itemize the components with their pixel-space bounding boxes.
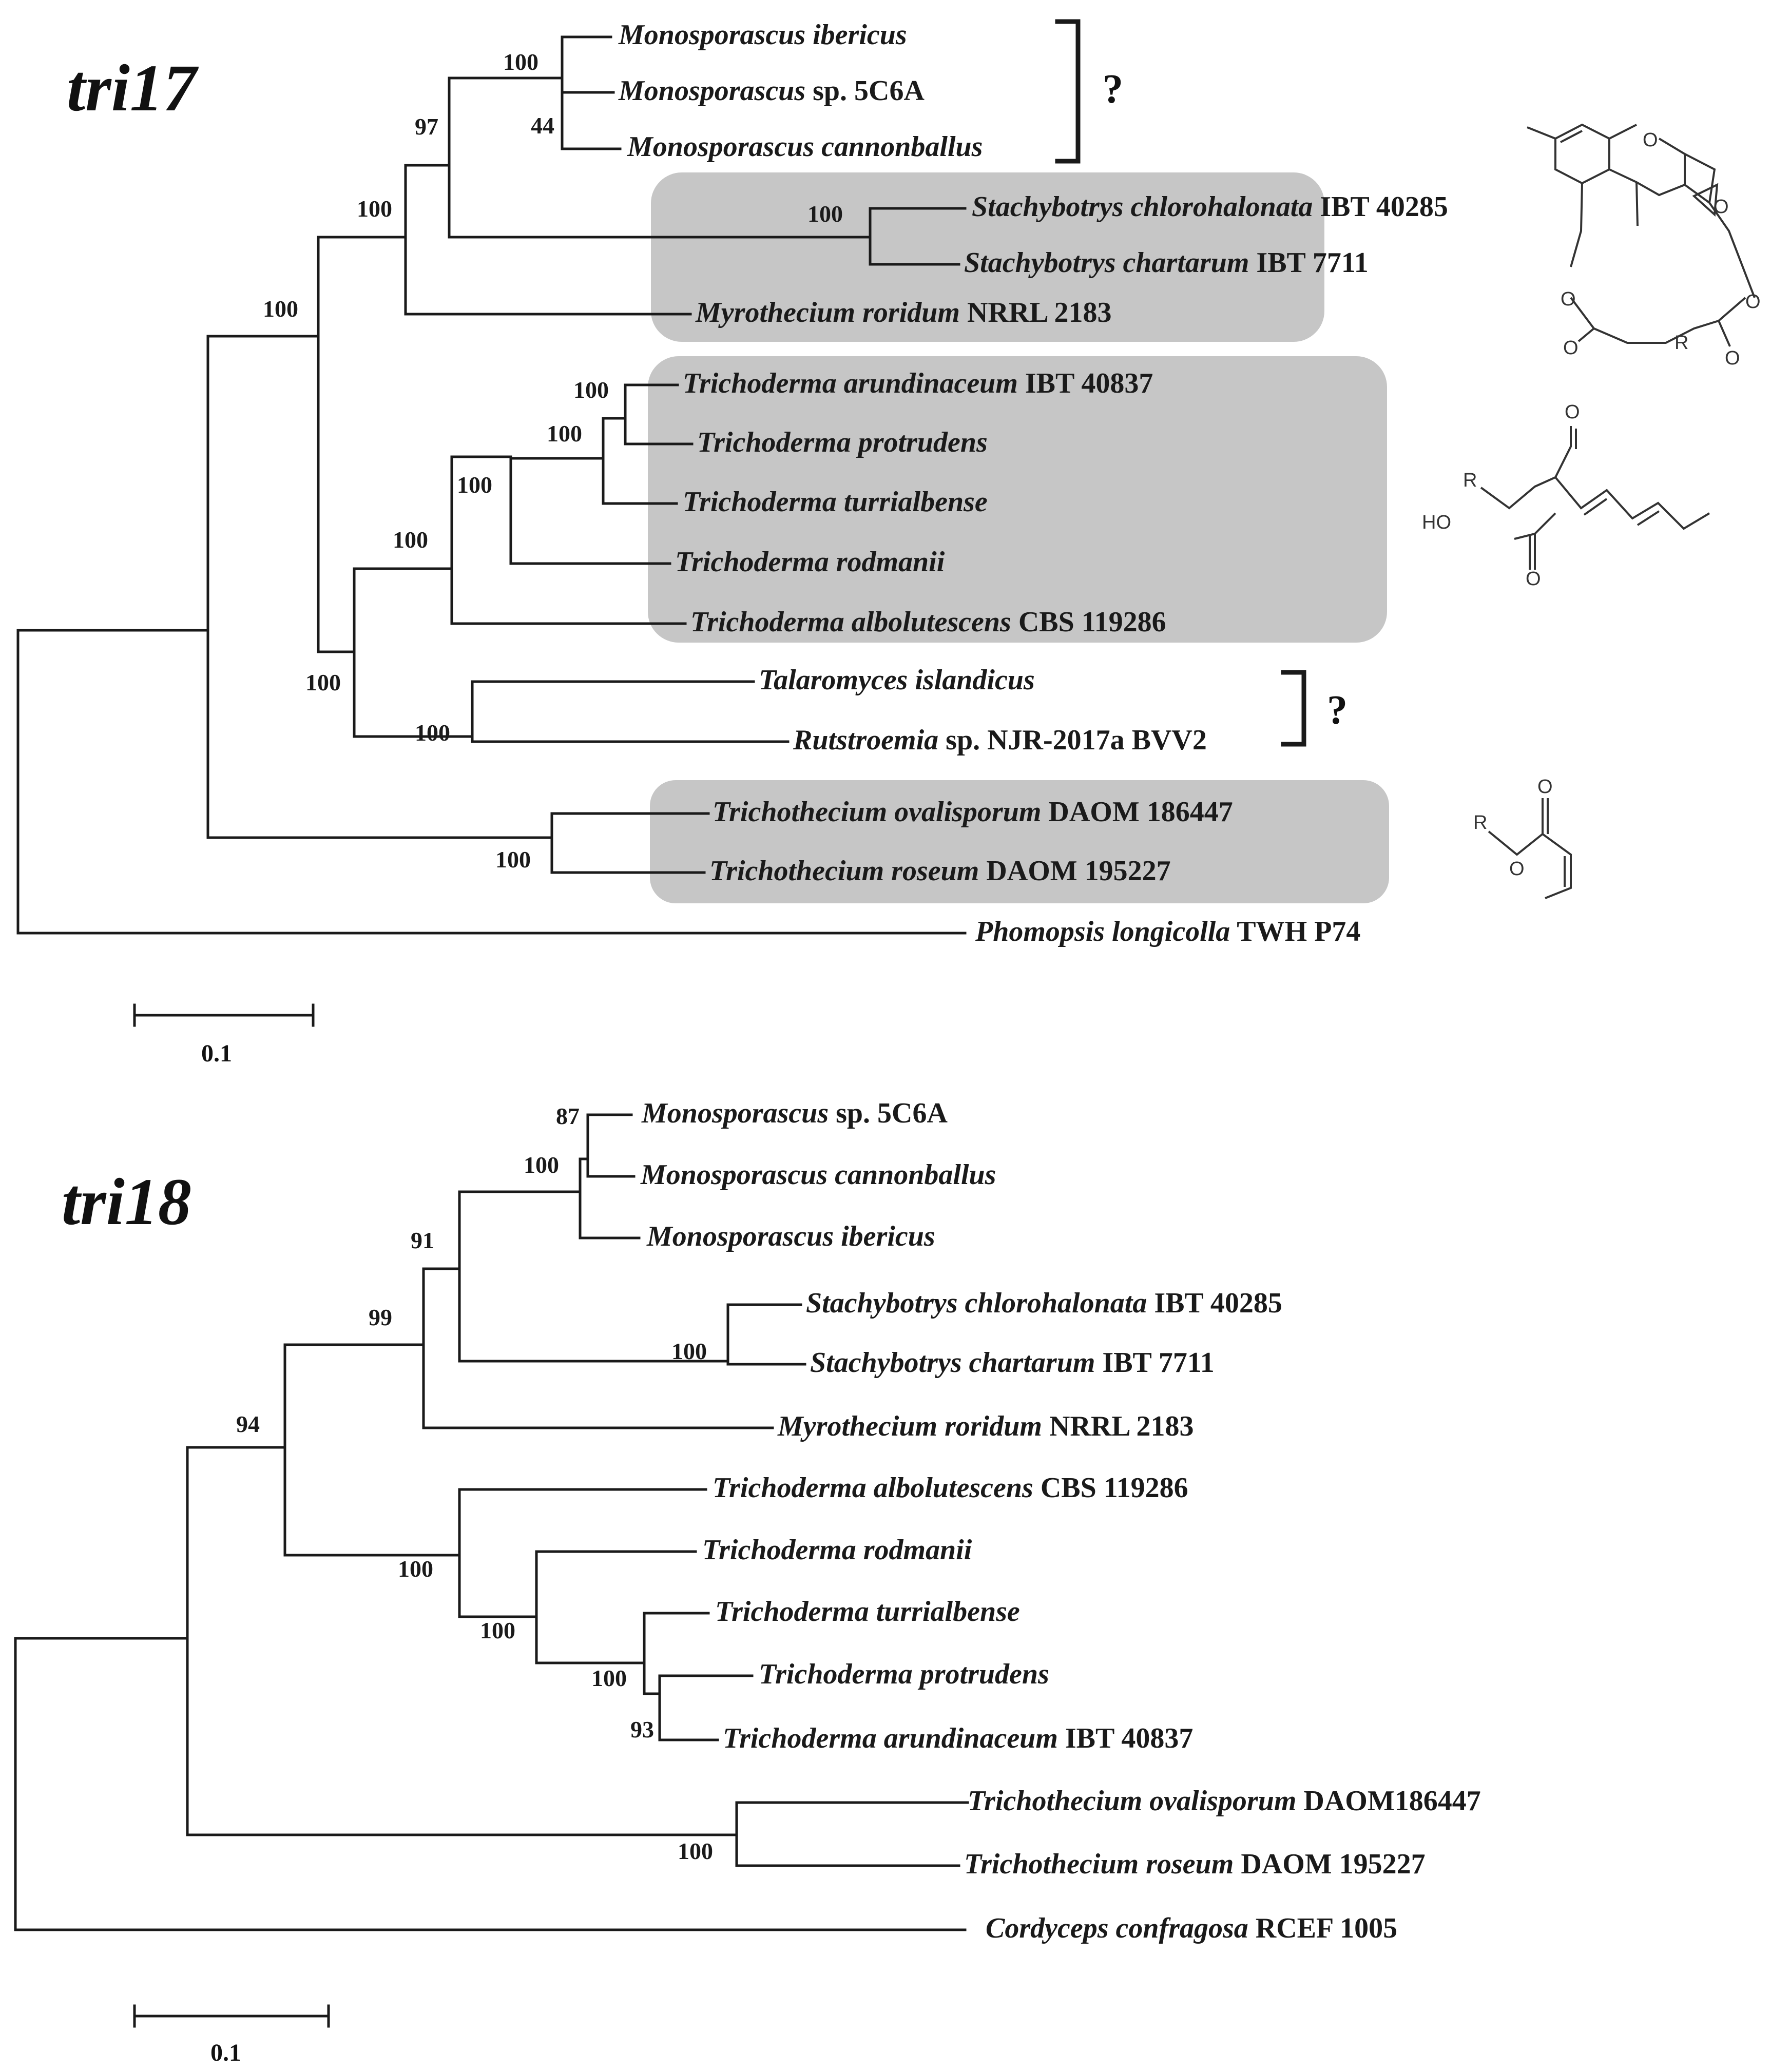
taxon-label: Stachybotrys chlorohalonata IBT 40285 — [972, 191, 1448, 223]
taxon-label: Stachybotrys chlorohalonata IBT 40285 — [806, 1287, 1282, 1319]
taxon-label: Trichothecium ovalisporum DAOM 186447 — [713, 796, 1233, 828]
scale-bar-label: 0.1 — [201, 1040, 232, 1067]
taxon-label: Stachybotrys chartarum IBT 7711 — [810, 1347, 1215, 1379]
tri17-bootstrap-labels: 100 44 97 100 100 100 100 100 100 100 10… — [263, 49, 843, 873]
taxon-label: Trichoderma rodmanii — [675, 546, 945, 578]
trichoderma-sidechain-structure: R O HO O — [1422, 401, 1710, 590]
taxon-label: Monosporascus ibericus — [618, 19, 907, 51]
taxon-label: Trichoderma turrialbense — [715, 1596, 1020, 1628]
bootstrap-value: 93 — [630, 1716, 654, 1742]
taxon-label: Trichoderma albolutescens CBS 119286 — [713, 1472, 1188, 1504]
taxon-label: Trichoderma arundinaceum IBT 40837 — [723, 1722, 1193, 1754]
bootstrap-value: 99 — [369, 1304, 392, 1330]
atom-label: R — [1463, 470, 1477, 491]
atom-label: O — [1537, 776, 1553, 798]
taxon-label: Trichoderma turrialbense — [683, 486, 988, 518]
taxon-label: Phomopsis longicolla TWH P74 — [975, 916, 1360, 947]
macrocyclic-trichothecene-structure: O O O O O O R — [1527, 123, 1761, 369]
taxon-label: Monosporascus cannonballus — [627, 131, 983, 163]
question-mark: ? — [1103, 67, 1123, 112]
atom-label: R — [1473, 812, 1487, 834]
taxon-label: Trichothecium ovalisporum DAOM186447 — [968, 1785, 1481, 1817]
bootstrap-value: 100 — [398, 1556, 433, 1582]
question-mark: ? — [1327, 688, 1348, 733]
taxon-label: Rutstroemia sp. NJR-2017a BVV2 — [793, 724, 1207, 756]
bootstrap-value: 100 — [503, 49, 538, 75]
taxon-label: Trichoderma protrudens — [697, 427, 988, 458]
tri17-scale-bar: 0.1 — [133, 1003, 315, 1067]
group-box-macrocyclic — [651, 172, 1324, 342]
atom-label: O — [1745, 291, 1761, 313]
tri18-bootstrap-labels: 87 100 91 100 99 94 100 100 100 93 100 — [236, 1103, 713, 1864]
tri18-title: tri18 — [62, 1165, 191, 1239]
bootstrap-value: 100 — [393, 527, 428, 553]
taxon-label: Myrothecium roridum NRRL 2183 — [777, 1410, 1194, 1442]
taxon-label: Cordyceps confragosa RCEF 1005 — [986, 1912, 1397, 1944]
taxon-label: Trichoderma albolutescens CBS 119286 — [690, 606, 1166, 638]
bootstrap-value: 100 — [357, 196, 392, 222]
bootstrap-value: 100 — [495, 846, 531, 873]
unknown-chemotype-bracket: ? — [1281, 670, 1348, 747]
bootstrap-value: 100 — [305, 669, 341, 695]
bootstrap-value: 100 — [457, 472, 492, 498]
scale-bar-label: 0.1 — [210, 2039, 241, 2066]
tri17-taxa: Monosporascus ibericus Monosporascus sp.… — [618, 19, 1448, 947]
bootstrap-value: 97 — [415, 113, 438, 140]
bootstrap-value: 100 — [263, 296, 298, 322]
tri17-title: tri17 — [67, 51, 199, 125]
atom-label: O — [1563, 337, 1579, 359]
group-box-trichoderma — [648, 356, 1387, 643]
atom-label: O — [1643, 129, 1658, 151]
taxon-label: Trichothecium roseum DAOM 195227 — [709, 855, 1171, 887]
atom-label: O — [1509, 858, 1525, 880]
taxon-label: Monosporascus sp. 5C6A — [641, 1097, 948, 1129]
taxon-label: Monosporascus cannonballus — [640, 1159, 996, 1191]
bootstrap-value: 94 — [236, 1411, 260, 1437]
atom-label: R — [1674, 332, 1688, 354]
taxon-label: Trichoderma rodmanii — [702, 1534, 972, 1566]
bootstrap-value: 100 — [480, 1617, 515, 1643]
bootstrap-value: 44 — [531, 112, 554, 139]
bootstrap-value: 100 — [415, 720, 450, 746]
bootstrap-value: 87 — [556, 1103, 580, 1129]
bootstrap-value: 100 — [671, 1338, 707, 1364]
bootstrap-value: 100 — [573, 377, 609, 403]
tri18-scale-bar: 0.1 — [133, 2004, 330, 2066]
atom-label: O — [1561, 288, 1576, 310]
taxon-label: Monosporascus ibericus — [646, 1221, 935, 1252]
tri18-branches — [14, 1113, 969, 1931]
tri17-panel: tri17 — [16, 19, 1761, 1067]
group-box-trichothecium — [650, 780, 1389, 903]
taxon-label: Trichoderma protrudens — [759, 1658, 1049, 1690]
atom-label: O — [1725, 347, 1740, 369]
atom-label: O — [1565, 401, 1580, 423]
bootstrap-value: 100 — [524, 1152, 559, 1178]
unknown-chemotype-bracket: ? — [1055, 19, 1123, 164]
bootstrap-value: 91 — [411, 1227, 434, 1253]
taxon-label: Talaromyces islandicus — [759, 664, 1035, 696]
atom-label: O — [1714, 196, 1729, 218]
crotonate-ester-structure: R O O — [1473, 776, 1572, 899]
tri18-taxa: Monosporascus sp. 5C6A Monosporascus can… — [640, 1097, 1481, 1944]
taxon-label: Stachybotrys chartarum IBT 7711 — [964, 247, 1369, 279]
tri18-panel: tri18 — [14, 1097, 1481, 2066]
taxon-label: Trichothecium roseum DAOM 195227 — [964, 1848, 1426, 1880]
atom-label: O — [1526, 568, 1541, 590]
taxon-label: Myrothecium roridum NRRL 2183 — [695, 297, 1112, 328]
bootstrap-value: 100 — [678, 1838, 713, 1864]
taxon-label: Trichoderma arundinaceum IBT 40837 — [683, 367, 1153, 399]
atom-label: HO — [1422, 512, 1451, 533]
taxon-label: Monosporascus sp. 5C6A — [618, 75, 925, 107]
bootstrap-value: 100 — [547, 420, 582, 447]
bootstrap-value: 100 — [807, 201, 843, 227]
tri17-branches — [16, 35, 967, 935]
bootstrap-value: 100 — [591, 1665, 627, 1691]
